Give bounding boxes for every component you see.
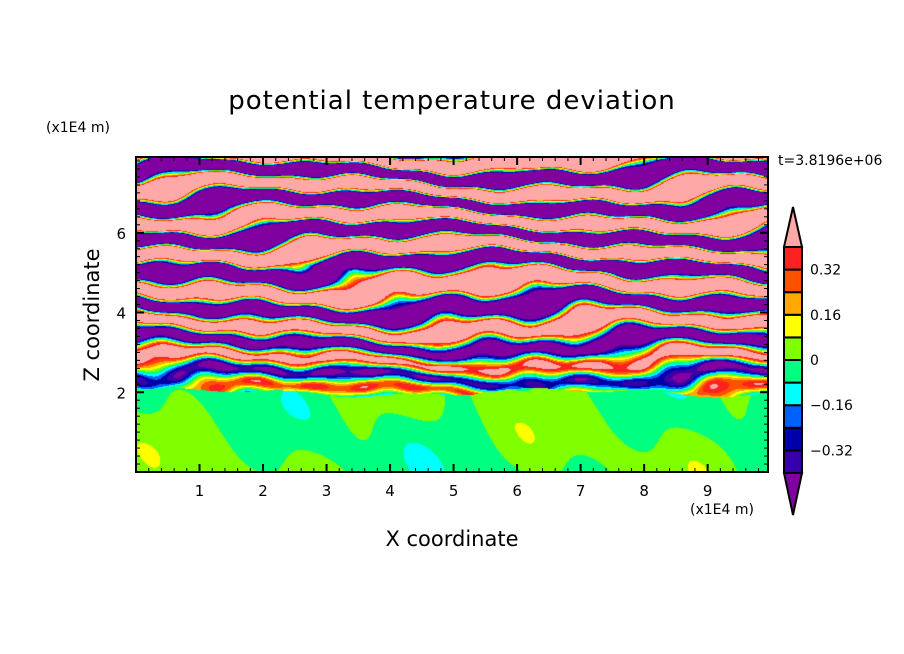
x-tick-label: 7: [576, 482, 586, 500]
y-tick-label: 6: [116, 225, 126, 243]
contour-field: [136, 157, 768, 472]
x-axis-label-text: X coordinate: [385, 527, 519, 551]
colorbar-box: [783, 268, 803, 294]
colorbar-box: [783, 404, 803, 429]
colorbar-label: 0.16: [810, 308, 841, 324]
colorbar-box: [783, 426, 803, 452]
colorbar-box: [783, 313, 803, 339]
x-tick-label: 2: [258, 482, 268, 500]
x-axis-label: X coordinate: [0, 527, 904, 551]
x-tick-label: 5: [449, 482, 459, 500]
colorbar-label: −0.32: [810, 443, 853, 459]
colorbar-label: 0: [810, 353, 819, 369]
colorbar-label: −0.16: [810, 398, 853, 414]
colorbar-box: [783, 359, 803, 384]
x-tick-label: 9: [703, 482, 713, 500]
colorbar-box: [783, 246, 803, 271]
x-tick-label: 4: [385, 482, 395, 500]
y-axis-unit: (x1E4 m): [46, 120, 110, 136]
plot-frame: [135, 156, 769, 473]
x-axis-unit: (x1E4 m): [690, 502, 754, 518]
chart-title: potential temperature deviation: [228, 86, 676, 116]
x-tick-label: 6: [512, 482, 522, 500]
colorbar-box: [783, 381, 803, 407]
y-tick-label: 4: [116, 305, 126, 323]
colorbar-label: 0.32: [810, 263, 841, 279]
colorbar-box: [783, 291, 803, 316]
x-tick-label: 8: [639, 482, 649, 500]
colorbar-box: [783, 449, 803, 474]
colorbar-top-extension: [782, 206, 804, 248]
x-tick-label: 3: [322, 482, 332, 500]
colorbar-bottom-extension: [782, 472, 804, 516]
colorbar-box: [783, 336, 803, 361]
time-label: t=3.8196e+06: [778, 153, 883, 169]
x-tick-label: 1: [195, 482, 205, 500]
y-tick-label: 2: [116, 384, 126, 402]
